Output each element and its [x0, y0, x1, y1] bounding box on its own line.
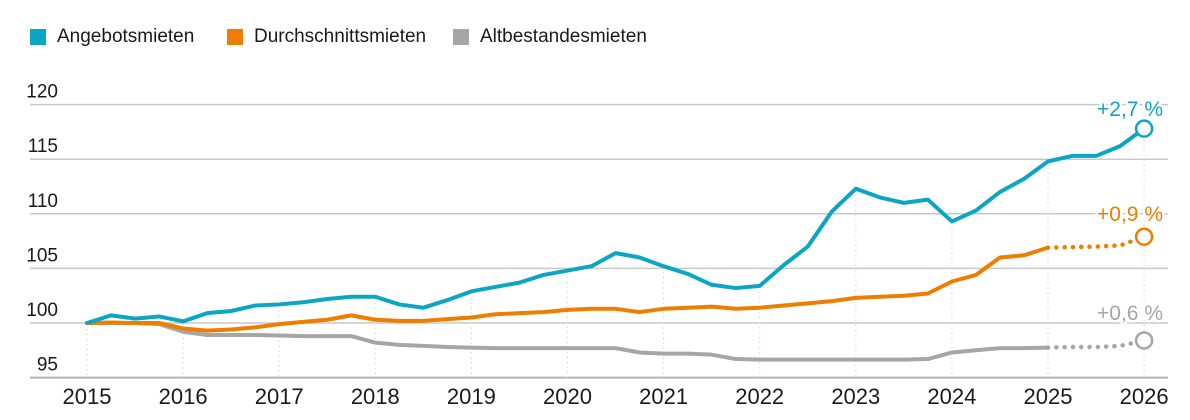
legend-label: Altbestandesmieten — [480, 25, 647, 47]
legend-swatch-altbestandesmieten-icon — [453, 28, 469, 45]
legend-item-durchschnittsmieten: Durchschnittsmieten — [227, 25, 427, 47]
series-forecast-dots-durchschnittsmieten — [1045, 234, 1147, 250]
end-marker-altbestandesmieten — [1134, 331, 1154, 350]
x-tick-label: 2016 — [159, 384, 208, 409]
series-forecast-dots-altbestandesmieten — [1045, 338, 1147, 350]
end-label-durchschnittsmieten: +0,9 % — [1097, 203, 1163, 226]
x-tick-label: 2018 — [351, 384, 400, 409]
x-tick-label: 2025 — [1024, 384, 1073, 409]
x-tick-label: 2024 — [927, 384, 976, 409]
legend-swatch-angebotsmieten-icon — [30, 28, 46, 45]
x-tick-label: 2022 — [735, 384, 784, 409]
end-label-angebotsmieten: +2,7 % — [1097, 98, 1163, 121]
y-tick-label: 110 — [28, 191, 58, 212]
series-line-durchschnittsmieten — [85, 245, 1050, 333]
x-tick-label: 2019 — [447, 384, 496, 409]
legend-label: Durchschnittsmieten — [254, 25, 427, 47]
y-tick-label: 120 — [26, 82, 58, 103]
x-tick-label: 2017 — [255, 384, 304, 409]
series-line-altbestandesmieten — [85, 321, 1050, 362]
y-tick-label: 105 — [26, 245, 58, 266]
x-tick-label: 2015 — [63, 384, 112, 409]
legend-item-angebotsmieten: Angebotsmieten — [30, 25, 195, 47]
y-tick-label: 95 — [37, 355, 58, 376]
x-tick-label: 2026 — [1120, 384, 1169, 409]
chart-legend: Angebotsmieten Durchschnittsmieten Altbe… — [0, 0, 1190, 54]
x-tick-label: 2021 — [639, 384, 688, 409]
x-tick-label: 2023 — [831, 384, 880, 409]
series-line-angebotsmieten — [85, 126, 1147, 325]
legend-swatch-durchschnittsmieten-icon — [227, 28, 243, 45]
end-label-altbestandesmieten: +0,6 % — [1097, 302, 1163, 325]
y-tick-label: 100 — [26, 300, 58, 321]
y-tick-label: 115 — [28, 136, 58, 157]
legend-label: Angebotsmieten — [57, 25, 195, 47]
legend-item-altbestandesmieten: Altbestandesmieten — [453, 25, 647, 47]
end-marker-angebotsmieten — [1134, 119, 1154, 138]
x-tick-label: 2020 — [543, 384, 592, 409]
end-marker-durchschnittsmieten — [1134, 227, 1154, 246]
